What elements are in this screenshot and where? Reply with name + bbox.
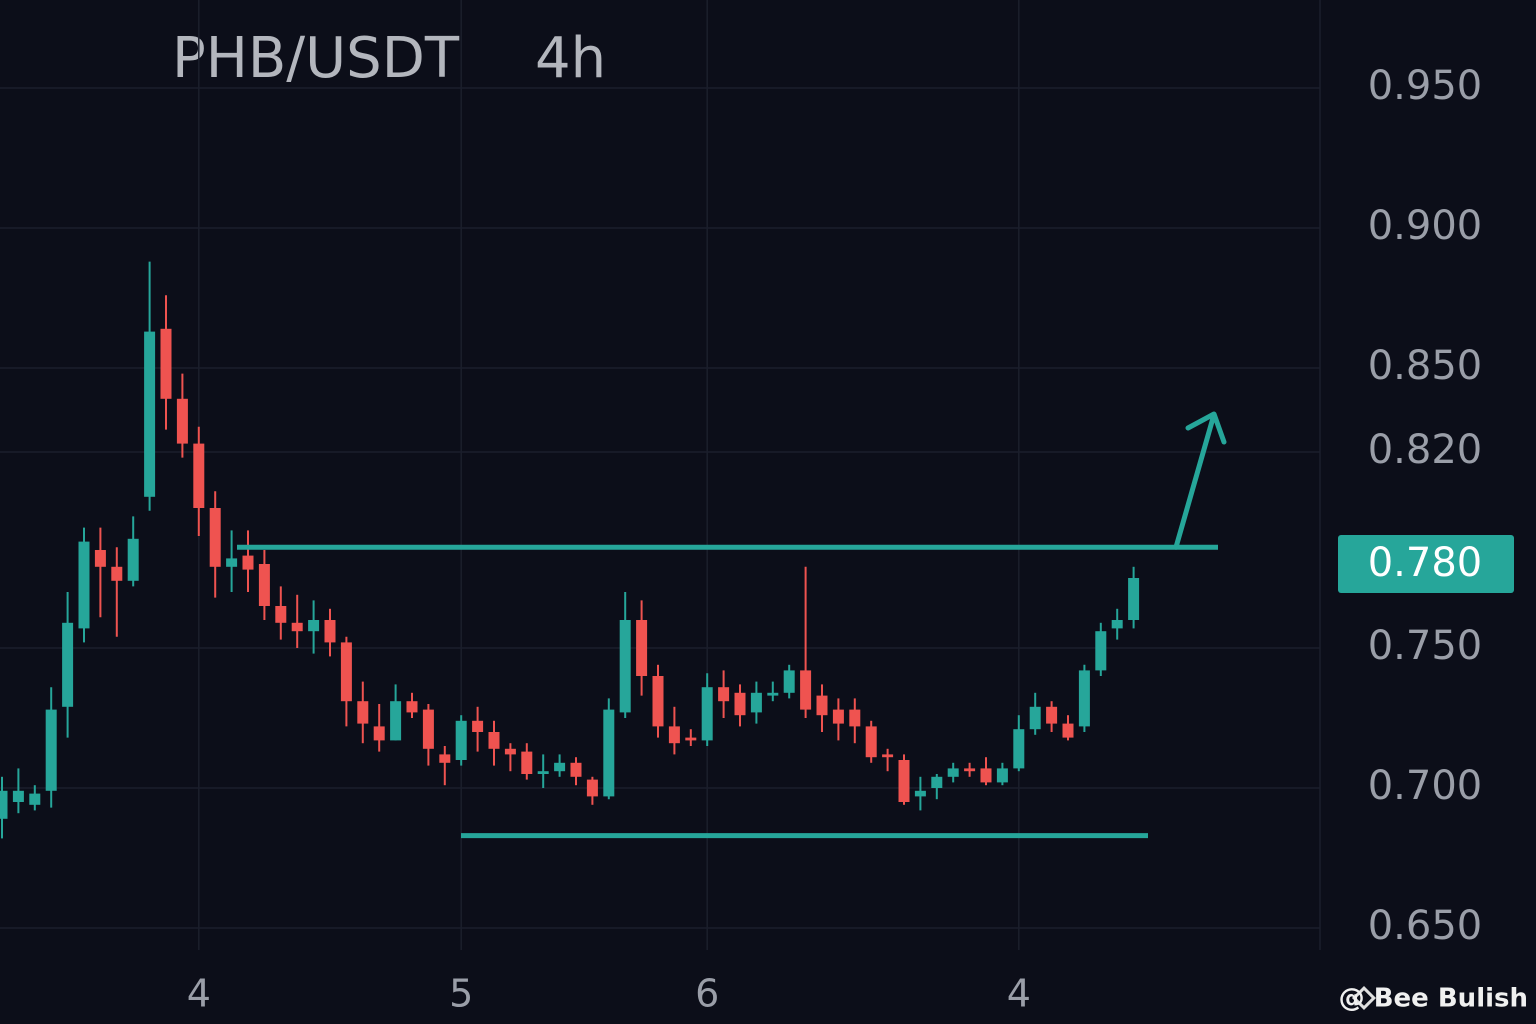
breakout-arrow (1173, 411, 1227, 550)
candle-body (160, 328, 172, 399)
candle-body (914, 790, 926, 797)
y-tick-label: 0.900 (1368, 203, 1483, 249)
candle-body (1062, 723, 1074, 738)
candle-body (340, 642, 352, 702)
candle-body (406, 701, 418, 713)
candle-body (996, 768, 1008, 783)
candle-body (12, 790, 24, 802)
interval: 4h (535, 26, 606, 91)
candle-body (1078, 670, 1090, 727)
candle-body (652, 676, 664, 727)
candle-body (357, 701, 369, 724)
candle-body (45, 709, 57, 791)
y-tick-label: 0.950 (1368, 63, 1483, 109)
candle-body (701, 687, 713, 741)
candle-body (111, 566, 123, 581)
candle-body (865, 726, 877, 758)
candle-body (767, 692, 779, 696)
candle-body (373, 726, 385, 741)
candle-body (718, 687, 730, 702)
candle-body (734, 692, 746, 716)
candle-body (636, 620, 648, 676)
candle-body (144, 331, 156, 497)
candle-body (750, 692, 762, 713)
candle-body (472, 720, 484, 732)
candle-body (947, 768, 959, 777)
candle-body (455, 720, 467, 760)
candle-body (816, 695, 828, 716)
candle-body (800, 670, 812, 710)
candle-body (176, 398, 188, 444)
x-tick-label: 4 (1007, 972, 1031, 1016)
candle-body (258, 564, 270, 606)
candle-body (554, 762, 566, 772)
candle-body (832, 709, 844, 724)
candle-body (537, 771, 549, 774)
candle-body (586, 779, 598, 797)
candle-body (1046, 706, 1058, 724)
candle-body (422, 709, 434, 749)
candle-body (882, 754, 894, 758)
candle-body (439, 754, 451, 763)
watermark: @ Bee Bulish (1339, 984, 1528, 1014)
candle-body (668, 726, 680, 744)
candle-body (62, 622, 74, 707)
candle-body (964, 768, 976, 772)
y-tick-label: 0.750 (1368, 623, 1483, 669)
chart-title: PHB/USDT (172, 26, 460, 91)
candle-body (390, 701, 402, 741)
candle-body (898, 760, 910, 802)
price-badge-label: 0.780 (1368, 540, 1483, 586)
candle-body (488, 732, 500, 749)
candle-body (1029, 706, 1041, 730)
candle-body (226, 558, 238, 567)
candle-body (94, 550, 106, 567)
y-tick-label: 0.650 (1368, 903, 1483, 949)
candle-body (603, 709, 615, 797)
candle-body (291, 622, 303, 632)
candle-body (78, 541, 90, 629)
watermark-icon (1351, 985, 1377, 1011)
y-tick-label: 0.850 (1368, 343, 1483, 389)
candle-body (209, 508, 221, 567)
y-tick-label: 0.820 (1368, 427, 1483, 473)
candle-body (29, 793, 41, 805)
candle-body (1095, 631, 1107, 671)
price-badge (1338, 535, 1514, 593)
candle-body (521, 751, 533, 774)
x-tick-label: 5 (449, 972, 473, 1016)
candle-body (1111, 620, 1123, 629)
candle-body (324, 620, 336, 643)
candle-body (1128, 578, 1140, 620)
candle-body (783, 670, 795, 693)
candle-body (308, 620, 320, 632)
candle-body (242, 555, 254, 570)
y-tick-label: 0.700 (1368, 763, 1483, 809)
candle-body (504, 748, 516, 755)
candle-body (980, 768, 992, 783)
candle-body (685, 737, 697, 741)
candle-body (193, 443, 205, 508)
candle-body (570, 762, 582, 777)
x-tick-label: 6 (695, 972, 719, 1016)
x-tick-label: 4 (187, 972, 211, 1016)
candle-body (0, 790, 8, 819)
candle-body (619, 620, 631, 713)
candle-body (931, 776, 943, 788)
candle-body (275, 606, 287, 623)
candle-body (1013, 729, 1025, 769)
candle-body (127, 538, 139, 581)
candle-body (849, 709, 861, 727)
